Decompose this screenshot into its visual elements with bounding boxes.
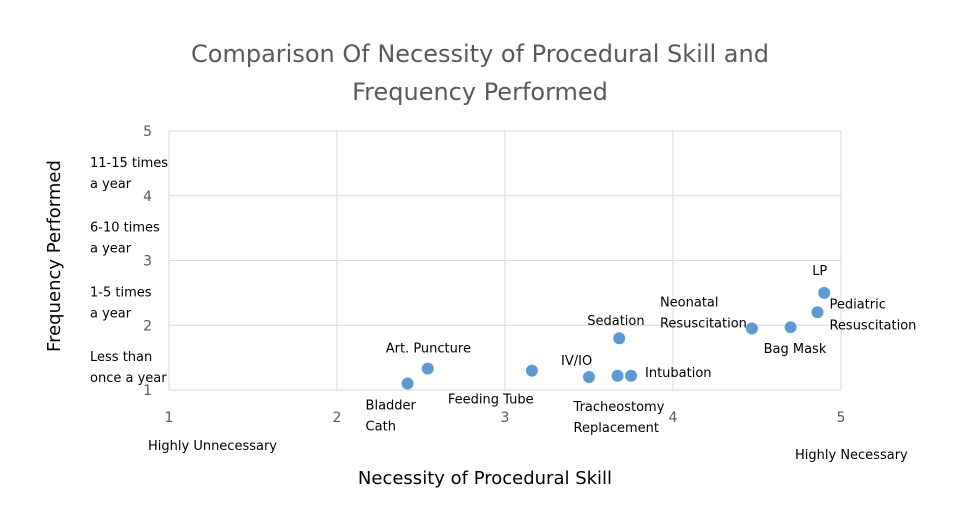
x-annotation: Highly Unnecessary xyxy=(148,439,277,454)
x-tick-label: 4 xyxy=(669,410,678,426)
data-point xyxy=(611,369,624,382)
y-annotation: 11-15 times a year xyxy=(90,156,168,192)
point-label: Tracheostomy Replacement xyxy=(573,400,665,436)
y-annotation: 1-5 times a year xyxy=(90,285,152,321)
x-annotation: Highly Necessary xyxy=(795,448,908,463)
data-point xyxy=(818,286,831,299)
x-tick-label: 5 xyxy=(837,410,846,426)
point-label: Bag Mask xyxy=(764,342,827,357)
point-label: Pediatric Resuscitation xyxy=(829,297,916,333)
y-tick-label: 4 xyxy=(143,189,152,205)
data-point xyxy=(811,306,824,319)
point-label: Neonatal Resuscitation xyxy=(660,295,747,331)
data-points xyxy=(401,286,831,390)
axis-annotations: Less than once a year 1-5 times a year 6-10 … xyxy=(90,156,908,463)
point-labels: Bladder Cath Art. Puncture Feeding Tube IV/I… xyxy=(366,264,917,436)
data-point xyxy=(525,364,538,377)
chart-title-line: Frequency Performed xyxy=(352,78,608,106)
data-point xyxy=(583,371,595,384)
y-tick-label: 2 xyxy=(143,318,152,334)
y-axis-title: Frequency Performed xyxy=(44,160,65,352)
gridlines xyxy=(168,130,842,391)
chart-title-line: Comparison Of Necessity of Procedural Sk… xyxy=(191,40,769,68)
point-label: Art. Puncture xyxy=(386,342,471,357)
x-tick-label: 2 xyxy=(333,410,342,426)
point-label: IV/IO xyxy=(561,354,592,369)
point-label: LP xyxy=(812,264,827,279)
x-axis-title: Necessity of Procedural Skill xyxy=(358,468,612,489)
data-point xyxy=(421,362,434,375)
point-label: Bladder Cath xyxy=(366,399,417,435)
y-annotation: Less than once a year xyxy=(90,350,167,386)
data-point xyxy=(613,332,626,345)
data-point xyxy=(784,321,797,334)
y-tick-label: 5 xyxy=(143,124,152,140)
point-label: Feeding Tube xyxy=(448,393,534,408)
x-tick-label: 3 xyxy=(501,410,510,426)
data-point xyxy=(401,377,414,390)
data-point xyxy=(625,369,637,382)
y-annotation: 6-10 times a year xyxy=(90,221,160,257)
point-label: Intubation xyxy=(645,366,712,381)
tick-labels: 1 2 3 4 5 1 2 3 4 5 xyxy=(143,124,845,426)
point-label: Sedation xyxy=(587,314,644,329)
y-tick-label: 3 xyxy=(143,254,152,270)
y-tick-label: 1 xyxy=(143,383,152,399)
chart-title: Comparison Of Necessity of Procedural Sk… xyxy=(191,40,769,106)
data-point xyxy=(745,322,758,335)
x-tick-label: 1 xyxy=(165,410,174,426)
